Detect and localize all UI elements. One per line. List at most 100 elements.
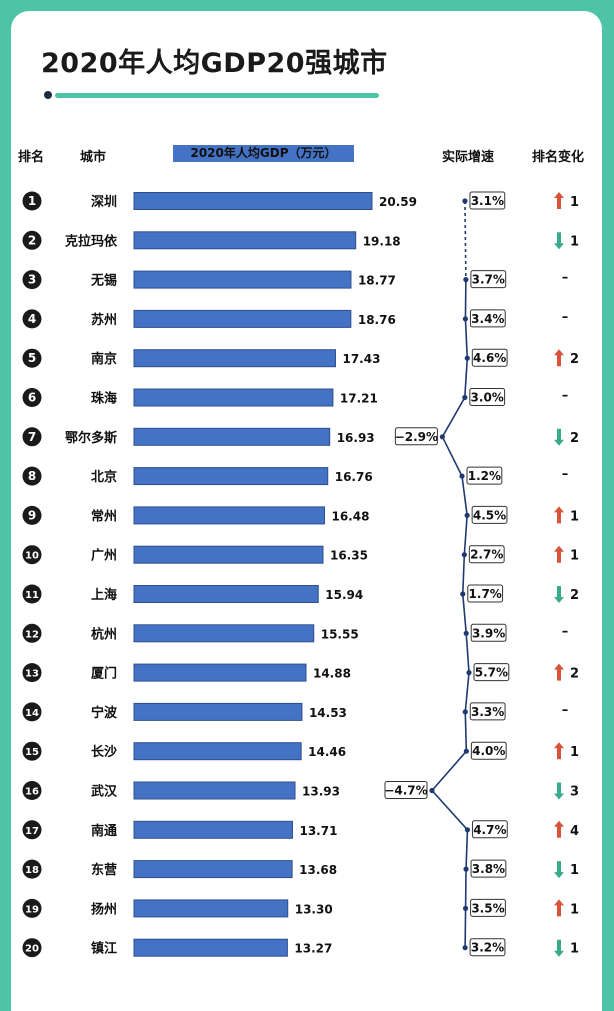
growth-value-label: 1.7%: [469, 587, 502, 601]
growth-line-segment: [432, 791, 467, 830]
rank-change-value: 1: [570, 234, 579, 249]
arrow-up-icon: [554, 506, 564, 523]
growth-value-label: −2.9%: [395, 430, 438, 444]
gdp-value-label: 16.48: [331, 509, 369, 523]
growth-line-segment: [442, 437, 462, 476]
gdp-value-label: 13.27: [294, 942, 332, 956]
growth-point: [464, 749, 469, 754]
rank-number: 15: [25, 747, 39, 758]
growth-point: [462, 552, 467, 557]
growth-point: [460, 591, 465, 596]
growth-line-segment: [465, 673, 469, 712]
rank-number: 18: [25, 865, 39, 876]
rank-number: 8: [28, 469, 36, 483]
growth-point: [462, 198, 467, 203]
rank-change-value: 1: [570, 942, 579, 957]
arrow-up-icon: [554, 742, 564, 759]
gdp-bar: [134, 350, 335, 367]
growth-value-label: 4.6%: [473, 351, 506, 365]
arrow-down-icon: [554, 940, 564, 957]
gdp-value-label: 14.53: [309, 706, 347, 720]
gdp-bar: [134, 586, 318, 603]
city-name: 深圳: [91, 194, 117, 210]
rank-number: 14: [25, 708, 39, 719]
rank-change-value: 1: [570, 549, 579, 564]
growth-value-label: 4.5%: [473, 508, 506, 522]
arrow-down-icon: [554, 861, 564, 878]
growth-point: [459, 474, 464, 479]
rank-number: 4: [28, 312, 36, 326]
rank-number: 17: [25, 826, 39, 837]
arrow-down-icon: [554, 586, 564, 603]
growth-value-label: 3.4%: [471, 312, 504, 326]
gdp-value-label: 13.71: [299, 824, 337, 838]
rank-number: 11: [25, 590, 39, 601]
growth-value-label: 4.0%: [472, 744, 505, 758]
growth-point: [463, 316, 468, 321]
growth-value-label: −4.7%: [384, 784, 427, 798]
growth-line-segment: [432, 751, 466, 790]
gdp-bar: [134, 625, 314, 642]
rank-number: 7: [28, 430, 36, 444]
growth-line-segment: [465, 319, 467, 358]
gdp-bar: [134, 900, 288, 917]
growth-point: [440, 434, 445, 439]
city-name: 南通: [91, 823, 117, 839]
gdp-bar: [134, 428, 330, 445]
city-name: 东营: [91, 862, 117, 878]
gdp-value-label: 13.30: [295, 902, 333, 916]
city-name: 广州: [91, 548, 117, 564]
city-name: 厦门: [91, 666, 117, 682]
gdp-value-label: 16.35: [330, 549, 368, 563]
arrow-up-icon: [554, 546, 564, 563]
growth-value-label: 2.7%: [470, 548, 503, 562]
city-name: 杭州: [91, 626, 117, 642]
gdp-value-label: 16.76: [335, 470, 373, 484]
growth-value-label: 1.2%: [468, 469, 501, 483]
gdp-value-label: 14.46: [308, 745, 346, 759]
growth-value-label: 3.1%: [471, 194, 504, 208]
arrow-down-icon: [554, 232, 564, 249]
rank-change-value: 2: [570, 667, 579, 682]
gdp-value-label: 20.59: [379, 195, 417, 209]
arrow-up-icon: [554, 349, 564, 366]
growth-line-segment: [463, 555, 465, 594]
growth-line-gap: [465, 201, 466, 280]
gdp-bar: [134, 939, 287, 956]
growth-value-label: 3.9%: [472, 626, 505, 640]
growth-value-label: 3.0%: [471, 391, 504, 405]
rank-change-none: –: [562, 271, 569, 286]
growth-line-segment: [464, 515, 467, 554]
rank-number: 20: [25, 944, 39, 955]
rank-number: 9: [28, 508, 36, 522]
rank-number: 16: [25, 787, 39, 798]
gdp-value-label: 13.68: [299, 863, 337, 877]
rank-number: 3: [28, 273, 36, 287]
rank-number: 6: [28, 391, 36, 405]
growth-line-segment: [465, 358, 467, 397]
arrow-up-icon: [554, 821, 564, 838]
gdp-value-label: 17.21: [340, 392, 378, 406]
growth-value-label: 3.8%: [472, 862, 505, 876]
city-name: 无锡: [90, 273, 117, 289]
rank-number: 1: [28, 194, 36, 208]
city-name: 武汉: [91, 784, 118, 800]
growth-point: [429, 788, 434, 793]
gdp-value-label: 14.88: [313, 667, 351, 681]
rank-change-none: –: [562, 624, 569, 639]
gdp-bar: [134, 664, 306, 681]
arrow-up-icon: [554, 899, 564, 916]
gdp-bar: [134, 546, 323, 563]
growth-point: [464, 631, 469, 636]
rank-change-value: 1: [570, 745, 579, 760]
growth-point: [463, 867, 468, 872]
city-name: 宁波: [91, 705, 118, 721]
city-name: 常州: [91, 508, 117, 524]
growth-line-segment: [465, 712, 466, 751]
rank-number: 10: [25, 551, 39, 562]
rank-change-value: 1: [570, 509, 579, 524]
rank-change-value: 2: [570, 431, 579, 446]
rank-number: 19: [25, 904, 39, 915]
growth-value-label: 3.7%: [472, 273, 505, 287]
